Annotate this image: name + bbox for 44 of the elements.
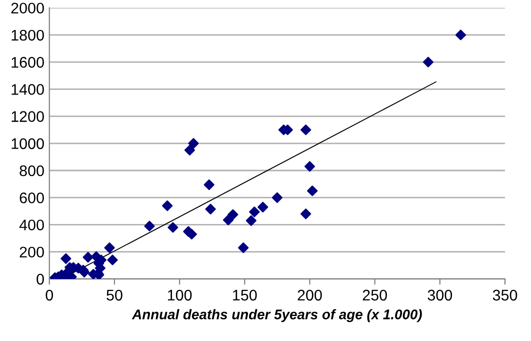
y-tick-label: 200 — [20, 246, 44, 258]
point — [205, 204, 216, 214]
x-tick-label: 0 — [46, 290, 54, 301]
point — [300, 208, 312, 220]
y-tick-label: 1400 — [12, 84, 44, 95]
x-tick-label: 300 — [428, 290, 452, 301]
point — [455, 30, 466, 40]
y-tick-label: 1200 — [12, 111, 44, 122]
y-tick-label: 800 — [20, 165, 44, 176]
y-tick-label: 0 — [36, 274, 44, 285]
y-tick-label: 1800 — [12, 30, 44, 41]
y-tick-label: 1600 — [12, 56, 44, 68]
point — [104, 242, 115, 254]
x-tick-label: 150 — [233, 290, 257, 301]
point — [272, 192, 282, 203]
point — [82, 252, 94, 263]
point — [307, 186, 318, 196]
x-tick-label: 250 — [362, 290, 387, 301]
point — [168, 222, 178, 233]
point — [246, 215, 256, 226]
point — [107, 254, 118, 266]
point — [258, 202, 268, 212]
y-tick-label: 600 — [20, 192, 44, 204]
x-tick-label: 200 — [298, 290, 322, 301]
point — [300, 124, 312, 136]
point — [60, 253, 72, 264]
y-tick-label: 1000 — [12, 138, 44, 150]
x-tick-label: 350 — [492, 290, 518, 301]
x-axis-title: Annual deaths under 5years of age (x 1.000) — [132, 309, 422, 322]
point — [188, 138, 199, 149]
point — [184, 144, 196, 156]
point — [228, 209, 238, 220]
point — [144, 220, 155, 232]
point — [222, 214, 234, 226]
point — [238, 242, 249, 254]
point — [304, 161, 316, 172]
y-tick-label: 400 — [19, 220, 44, 230]
point — [204, 179, 214, 190]
point — [249, 206, 260, 218]
point — [162, 200, 173, 212]
x-tick-label: 100 — [168, 290, 192, 301]
x-tick-label: 50 — [106, 290, 122, 301]
y-tick-label: 2000 — [11, 2, 44, 14]
point — [422, 56, 434, 68]
